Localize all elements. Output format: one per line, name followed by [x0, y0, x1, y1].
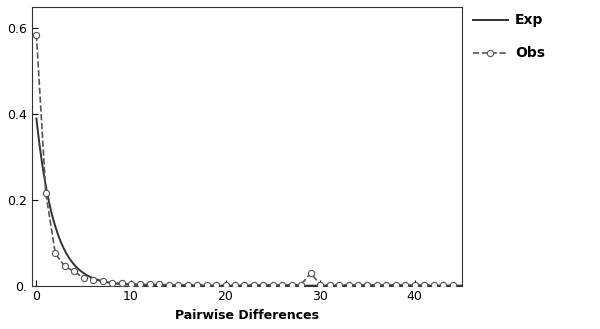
Obs [439, 283, 446, 287]
Obs [42, 191, 49, 195]
Obs [317, 283, 324, 287]
Obs [279, 283, 286, 287]
Exp [448, 284, 455, 288]
Obs [355, 283, 362, 287]
Obs [222, 283, 229, 287]
Obs [118, 282, 125, 286]
Obs [288, 283, 295, 287]
Obs [184, 283, 191, 287]
Obs [194, 283, 201, 287]
Obs [298, 283, 305, 287]
Obs [232, 283, 239, 287]
Obs [411, 283, 418, 287]
Obs [137, 282, 144, 286]
Obs [326, 283, 333, 287]
Obs [401, 283, 409, 287]
Obs [449, 283, 456, 287]
Obs [127, 282, 134, 286]
Obs [165, 283, 172, 287]
Exp [33, 116, 40, 120]
Exp [238, 284, 245, 288]
Obs [383, 283, 390, 287]
X-axis label: Pairwise Differences: Pairwise Differences [175, 309, 319, 322]
Obs [175, 283, 182, 287]
Obs [430, 283, 437, 287]
Obs [146, 282, 154, 286]
Obs [421, 283, 428, 287]
Obs [156, 282, 163, 286]
Obs [335, 283, 343, 287]
Obs [212, 283, 220, 287]
Exp [458, 284, 466, 288]
Obs [52, 251, 59, 255]
Obs [269, 283, 277, 287]
Obs [71, 269, 78, 273]
Exp [263, 284, 270, 288]
Obs [260, 283, 267, 287]
Exp [382, 284, 389, 288]
Obs [373, 283, 380, 287]
Obs [364, 283, 371, 287]
Obs [99, 279, 106, 283]
Legend: Exp, Obs: Exp, Obs [473, 13, 545, 60]
Obs [241, 283, 248, 287]
Line: Exp: Exp [37, 118, 462, 286]
Obs [33, 33, 40, 37]
Obs [392, 283, 400, 287]
Obs [61, 265, 68, 268]
Obs [345, 283, 352, 287]
Obs [89, 278, 97, 282]
Line: Obs: Obs [33, 32, 455, 288]
Obs [203, 283, 210, 287]
Obs [250, 283, 257, 287]
Exp [286, 284, 293, 288]
Obs [307, 271, 314, 275]
Exp [235, 284, 242, 288]
Obs [109, 281, 116, 285]
Obs [80, 276, 87, 280]
